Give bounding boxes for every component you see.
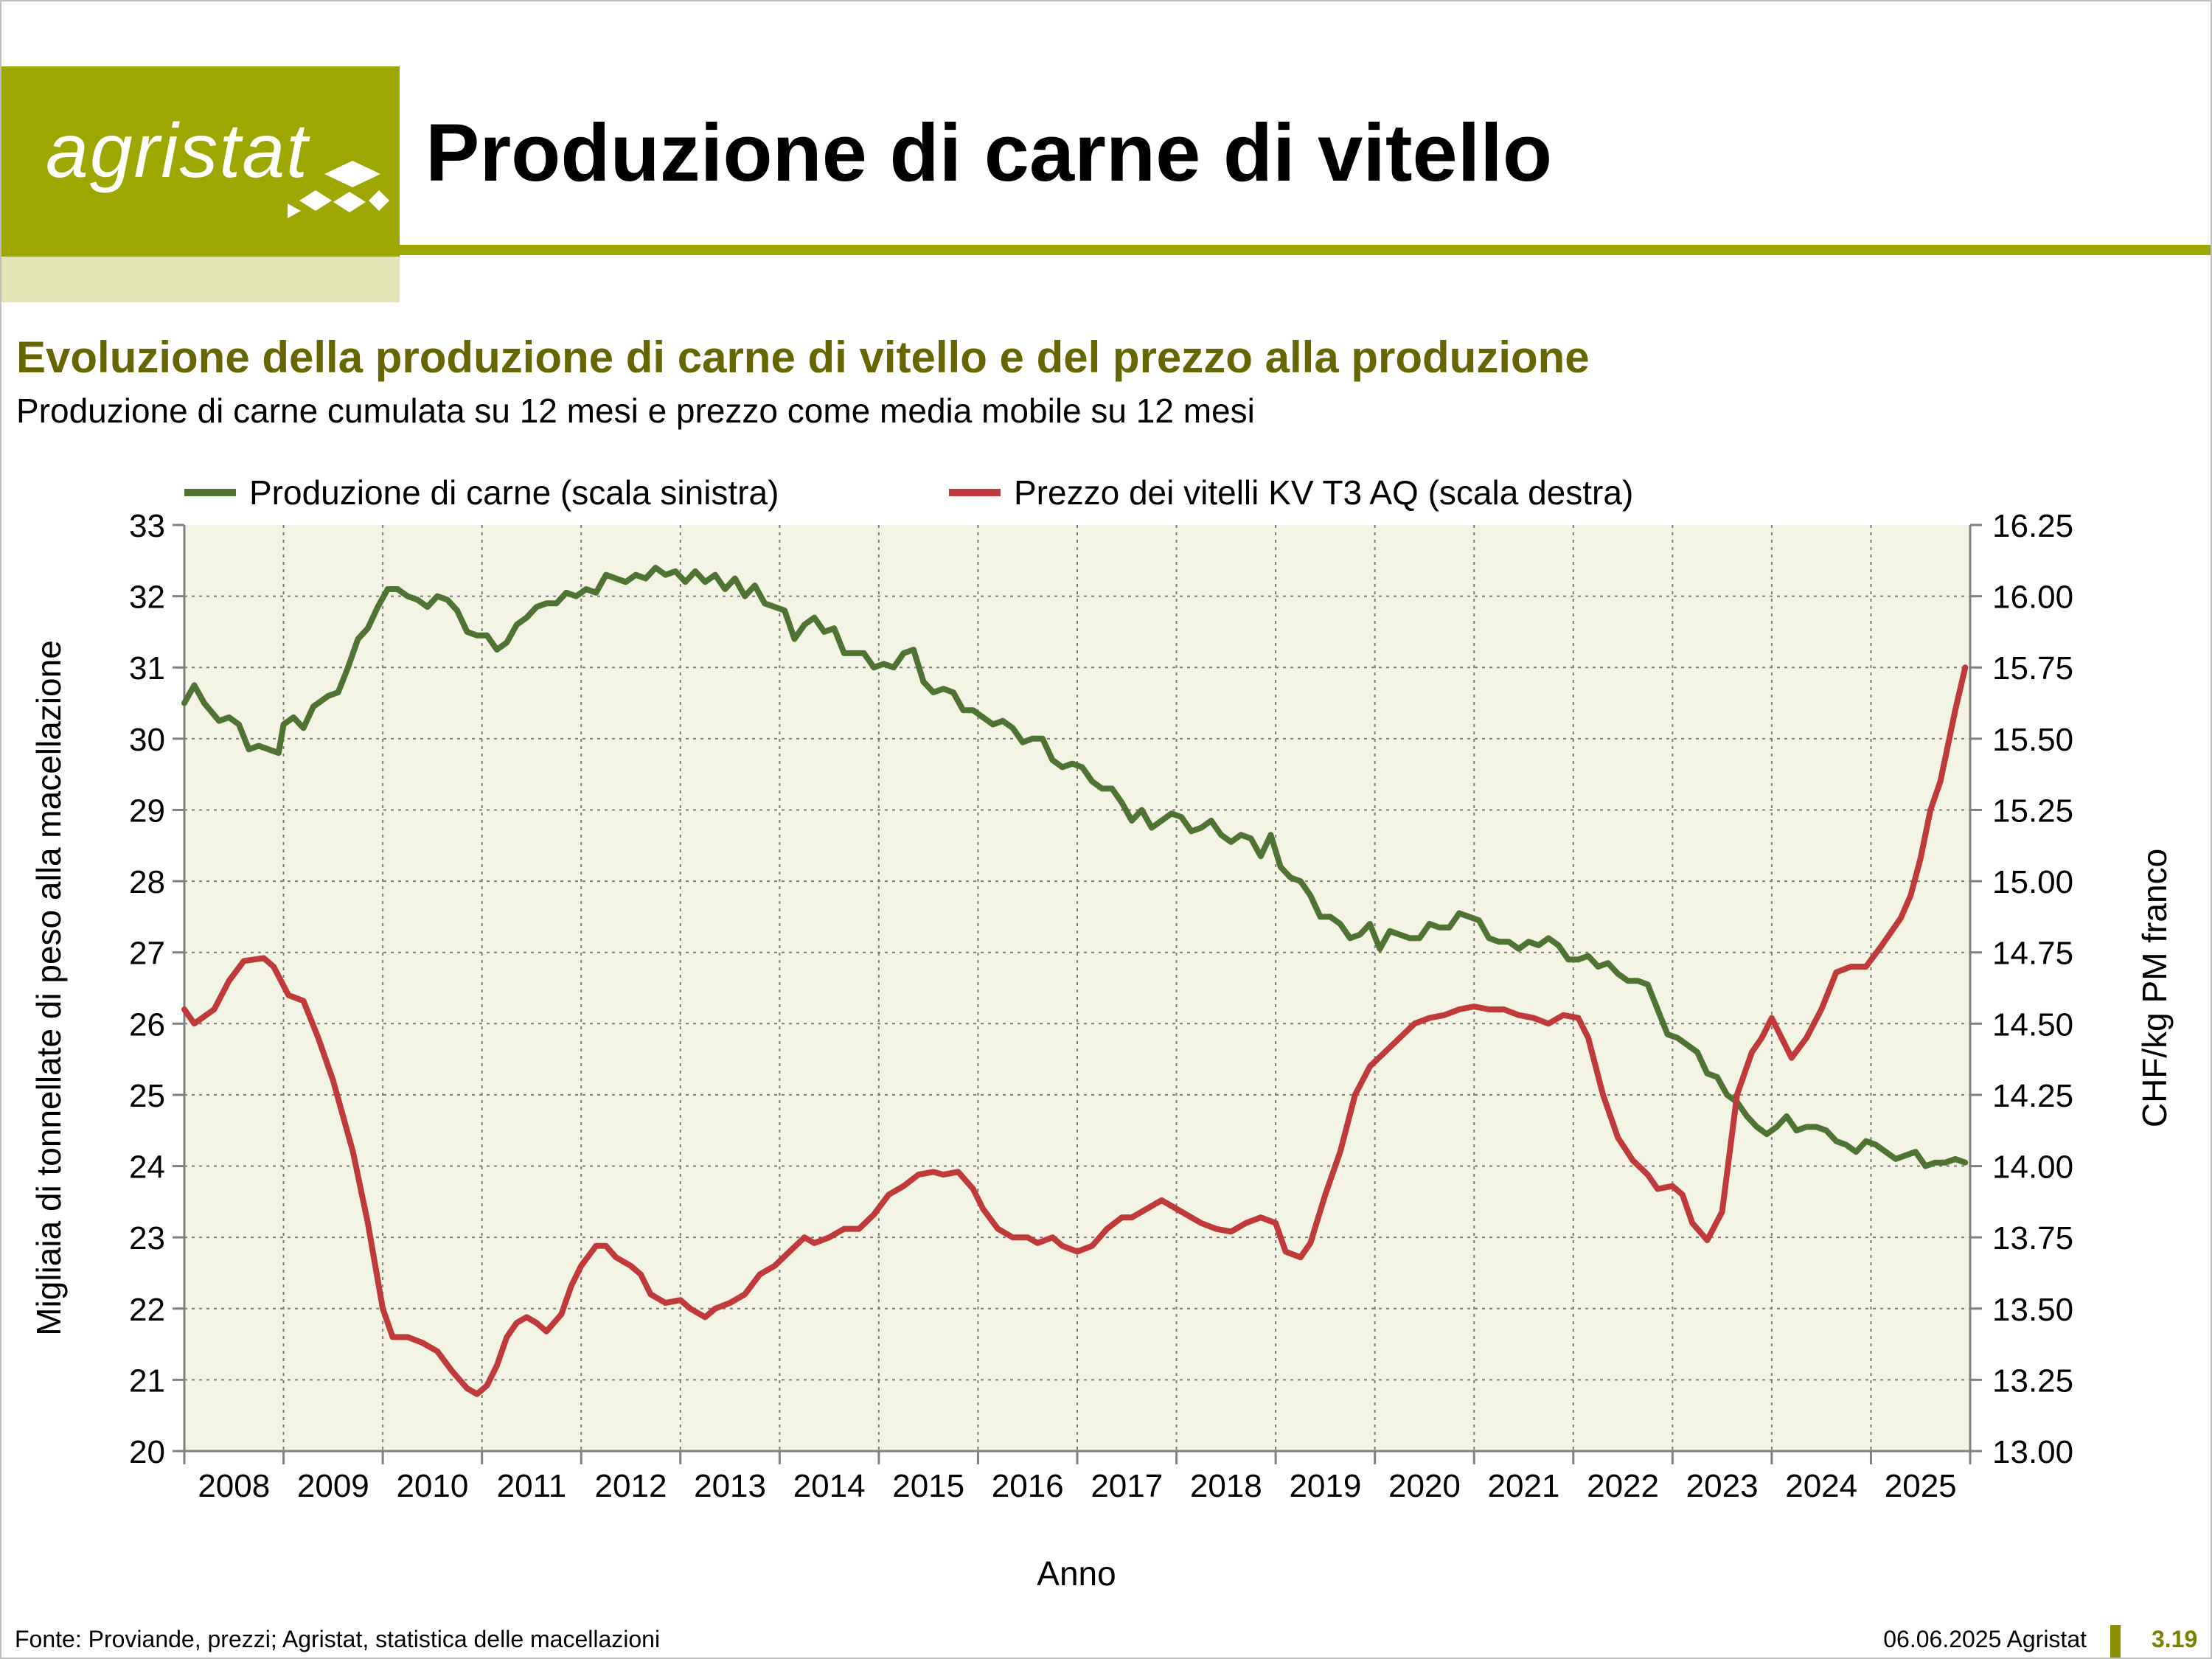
agristat-logo: agristat (1, 66, 400, 257)
series-layer (181, 565, 1969, 1397)
logo-underlay (1, 257, 400, 302)
y-tick-label: 26 (129, 1006, 165, 1043)
plot-area (184, 525, 1970, 1451)
x-tick-label: 2014 (793, 1468, 866, 1504)
y-tick-label: 23 (129, 1220, 165, 1256)
series-line-1 (181, 565, 1969, 1169)
x-tick-label: 2021 (1488, 1468, 1560, 1504)
legend: Produzione di carne (scala sinistra) Prez… (184, 473, 1633, 512)
series-line-2 (181, 664, 1969, 1397)
y2-axis-label: CHF/kg PM franco (2135, 849, 2174, 1127)
x-tick-label: 2009 (297, 1468, 369, 1504)
x-tick-label: 2018 (1190, 1468, 1262, 1504)
x-tick-label: 2012 (595, 1468, 667, 1504)
y2-tick-label: 13.00 (1992, 1434, 2073, 1470)
legend-label-1: Produzione di carne (scala sinistra) (249, 473, 779, 512)
y2-tick-label: 13.50 (1992, 1292, 2073, 1328)
y2-tick-label: 15.50 (1992, 722, 2073, 758)
x-tick-label: 2008 (198, 1468, 270, 1504)
y2-tick-label: 15.00 (1992, 864, 2073, 900)
x-tick-label: 2020 (1388, 1468, 1461, 1504)
left-axis-ticks: 20 21 22 23 24 25 26 27 28 29 30 31 32 33 (129, 508, 184, 1470)
y-tick-label: 33 (129, 508, 165, 544)
y-tick-label: 22 (129, 1292, 165, 1328)
right-axis-ticks: 13.00 13.25 13.50 13.75 14.00 14.25 14.50 14.75… (1970, 508, 2073, 1470)
y2-tick-label: 14.50 (1992, 1006, 2073, 1043)
logo-diamonds-icon (288, 161, 389, 218)
y-tick-label: 28 (129, 864, 165, 900)
x-tick-label: 2013 (694, 1468, 766, 1504)
x-tick-label: 2022 (1587, 1468, 1659, 1504)
chart-subtitle: Produzione di carne cumulata su 12 mesi … (16, 392, 1255, 430)
y-tick-label: 32 (129, 580, 165, 616)
y-tick-label: 24 (129, 1150, 165, 1186)
date-credit: 06.06.2025 Agristat (1883, 1626, 2087, 1652)
x-tick-label: 2017 (1091, 1468, 1163, 1504)
y2-tick-label: 16.00 (1992, 580, 2073, 616)
x-axis-label: Anno (1037, 1554, 1116, 1593)
y2-tick-label: 14.25 (1992, 1078, 2073, 1114)
y2-tick-label: 15.25 (1992, 793, 2073, 829)
legend-label-2: Prezzo dei vitelli KV T3 AQ (scala destr… (1014, 473, 1633, 512)
x-tick-label: 2011 (497, 1468, 567, 1504)
x-tick-label: 2025 (1885, 1468, 1957, 1504)
y2-tick-label: 13.25 (1992, 1363, 2073, 1399)
source-note: Fonte: Proviande, prezzi; Agristat, stat… (15, 1626, 661, 1652)
x-tick-label: 2019 (1289, 1468, 1361, 1504)
x-tick-label: 2016 (992, 1468, 1064, 1504)
y2-tick-label: 13.75 (1992, 1220, 2073, 1256)
y2-tick-label: 14.75 (1992, 936, 2073, 972)
gridlines (184, 525, 1970, 1451)
page-number-bar (2110, 1625, 2121, 1658)
y-tick-label: 21 (129, 1363, 165, 1399)
page-title: Produzione di carne di vitello (425, 108, 1553, 198)
y-tick-label: 20 (129, 1434, 165, 1470)
title-rule (400, 245, 2211, 255)
y2-tick-label: 16.25 (1992, 508, 2073, 544)
x-tick-label: 2024 (1785, 1468, 1857, 1504)
x-axis-ticks: 2008 2009 2010 2011 2012 2013 2014 2015 2016 2017… (183, 1451, 1972, 1504)
y-axis-label: Migliaia di tonnellate di peso alla mace… (29, 640, 68, 1336)
y-tick-label: 25 (129, 1078, 165, 1114)
y2-tick-label: 15.75 (1992, 650, 2073, 686)
y-tick-label: 30 (129, 722, 165, 758)
y2-tick-label: 14.00 (1992, 1150, 2073, 1186)
x-tick-label: 2023 (1686, 1468, 1759, 1504)
y-tick-label: 29 (129, 793, 165, 829)
logo-wordmark: agristat (46, 108, 310, 194)
chart-title: Evoluzione della produzione di carne di … (16, 333, 1590, 382)
y-tick-label: 27 (129, 936, 165, 972)
x-tick-label: 2010 (396, 1468, 468, 1504)
x-tick-label: 2015 (892, 1468, 964, 1504)
y-tick-label: 31 (129, 650, 165, 686)
page-number: 3.19 (2152, 1626, 2198, 1652)
